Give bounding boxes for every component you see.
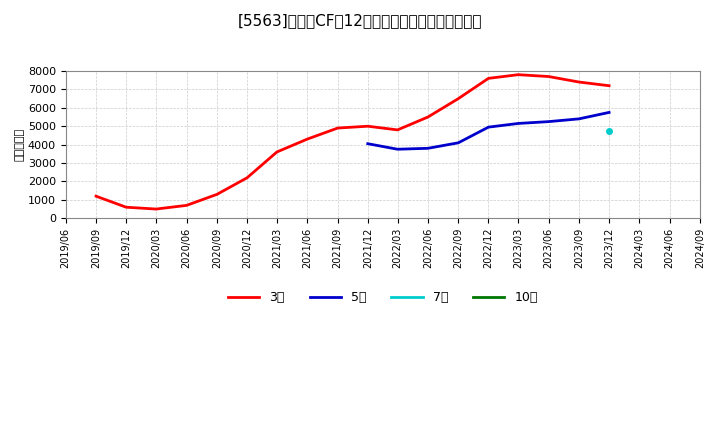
Y-axis label: （百万円）: （百万円）	[15, 128, 25, 161]
Legend: 3年, 5年, 7年, 10年: 3年, 5年, 7年, 10年	[223, 286, 543, 309]
Text: [5563]　営業CFの12か月移動合計の平均値の推移: [5563] 営業CFの12か月移動合計の平均値の推移	[238, 13, 482, 28]
